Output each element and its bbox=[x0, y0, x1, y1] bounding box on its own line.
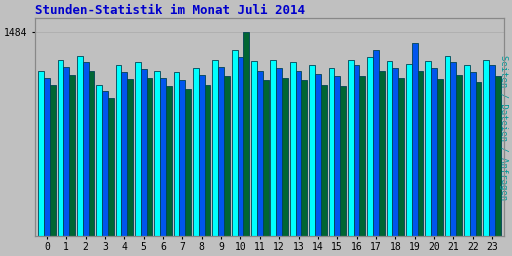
Bar bbox=[425, 61, 431, 236]
Bar bbox=[340, 86, 346, 236]
Bar bbox=[83, 62, 89, 236]
Bar bbox=[185, 89, 191, 236]
Bar bbox=[154, 71, 160, 236]
Bar bbox=[456, 75, 462, 236]
Bar bbox=[315, 73, 321, 236]
Bar bbox=[69, 75, 75, 236]
Bar bbox=[205, 84, 210, 236]
Bar bbox=[212, 60, 218, 236]
Bar bbox=[431, 68, 437, 236]
Bar bbox=[199, 75, 205, 236]
Bar bbox=[329, 68, 334, 236]
Bar bbox=[160, 78, 166, 236]
Bar bbox=[116, 65, 121, 236]
Bar bbox=[470, 72, 476, 236]
Bar bbox=[243, 31, 249, 236]
Bar bbox=[437, 79, 443, 236]
Bar bbox=[166, 86, 172, 236]
Bar bbox=[309, 65, 315, 236]
Bar bbox=[302, 80, 307, 236]
Bar bbox=[57, 60, 63, 236]
Bar bbox=[238, 57, 243, 236]
Bar bbox=[495, 76, 501, 236]
Bar bbox=[180, 80, 185, 236]
Bar bbox=[379, 71, 385, 236]
Bar bbox=[359, 76, 365, 236]
Bar bbox=[108, 98, 114, 236]
Bar bbox=[218, 67, 224, 236]
Bar bbox=[127, 79, 133, 236]
Bar bbox=[121, 72, 127, 236]
Bar bbox=[102, 91, 108, 236]
Bar bbox=[77, 56, 83, 236]
Bar bbox=[63, 67, 69, 236]
Bar bbox=[276, 68, 282, 236]
Bar bbox=[270, 60, 276, 236]
Bar bbox=[295, 71, 302, 236]
Bar bbox=[89, 71, 94, 236]
Bar bbox=[406, 64, 412, 236]
Bar bbox=[44, 78, 50, 236]
Bar bbox=[367, 57, 373, 236]
Bar bbox=[464, 65, 470, 236]
Bar bbox=[193, 68, 199, 236]
Bar bbox=[354, 65, 359, 236]
Bar bbox=[489, 65, 495, 236]
Bar bbox=[321, 84, 327, 236]
Bar bbox=[398, 78, 404, 236]
Bar bbox=[334, 76, 340, 236]
Bar bbox=[392, 68, 398, 236]
Bar bbox=[348, 60, 354, 236]
Bar bbox=[141, 69, 146, 236]
Bar bbox=[483, 60, 489, 236]
Bar bbox=[387, 61, 392, 236]
Bar bbox=[444, 56, 451, 236]
Bar bbox=[146, 78, 153, 236]
Bar bbox=[251, 61, 257, 236]
Text: Stunden-Statistik im Monat Juli 2014: Stunden-Statistik im Monat Juli 2014 bbox=[35, 4, 305, 17]
Bar bbox=[476, 82, 481, 236]
Bar bbox=[290, 62, 295, 236]
Bar bbox=[282, 78, 288, 236]
Y-axis label: Seiten / Dateien / Anfragen: Seiten / Dateien / Anfragen bbox=[499, 55, 508, 200]
Bar bbox=[232, 50, 238, 236]
Bar bbox=[224, 76, 230, 236]
Bar bbox=[412, 43, 418, 236]
Bar bbox=[96, 84, 102, 236]
Bar bbox=[373, 50, 379, 236]
Bar bbox=[451, 62, 456, 236]
Bar bbox=[418, 71, 423, 236]
Bar bbox=[135, 62, 141, 236]
Bar bbox=[174, 72, 180, 236]
Bar bbox=[38, 71, 44, 236]
Bar bbox=[257, 71, 263, 236]
Bar bbox=[50, 84, 56, 236]
Bar bbox=[263, 80, 268, 236]
